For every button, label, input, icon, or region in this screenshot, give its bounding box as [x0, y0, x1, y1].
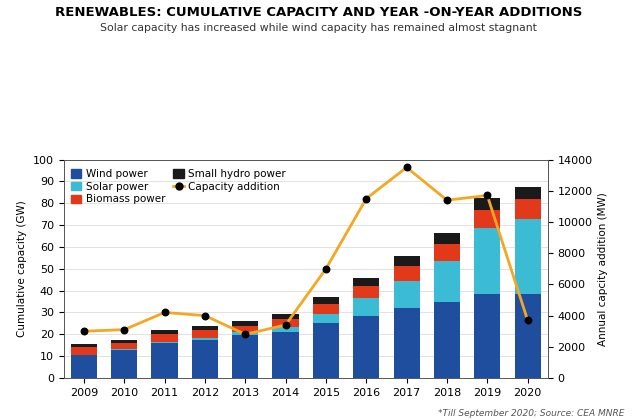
Bar: [111, 349, 138, 378]
Bar: [152, 330, 178, 334]
Bar: [474, 228, 501, 294]
Bar: [232, 332, 259, 336]
Point: [361, 195, 371, 202]
Bar: [273, 314, 299, 319]
Bar: [313, 297, 339, 304]
Point: [522, 317, 533, 324]
Bar: [515, 218, 541, 294]
Bar: [192, 330, 218, 338]
Bar: [313, 323, 339, 378]
Bar: [313, 314, 339, 323]
Point: [240, 331, 250, 338]
Bar: [515, 294, 541, 378]
Bar: [394, 281, 420, 308]
Y-axis label: Annual capcity addition (MW): Annual capcity addition (MW): [598, 192, 608, 346]
Bar: [111, 339, 138, 343]
Bar: [152, 342, 178, 343]
Bar: [71, 347, 97, 355]
Bar: [474, 294, 501, 378]
Bar: [152, 343, 178, 378]
Point: [200, 312, 210, 319]
Point: [280, 322, 290, 328]
Bar: [353, 298, 380, 316]
Point: [79, 328, 89, 335]
Bar: [434, 244, 460, 261]
Bar: [515, 199, 541, 218]
Bar: [394, 308, 420, 378]
Point: [401, 164, 412, 171]
Legend: Wind power, Solar power, Biomass power, Small hydro power, Capacity addition: Wind power, Solar power, Biomass power, …: [69, 167, 288, 206]
Bar: [273, 332, 299, 378]
Point: [159, 309, 169, 316]
Bar: [474, 210, 501, 228]
Point: [482, 192, 492, 199]
Bar: [273, 327, 299, 332]
Bar: [313, 304, 339, 314]
Bar: [434, 233, 460, 244]
Bar: [394, 265, 420, 281]
Bar: [273, 319, 299, 327]
Point: [442, 197, 452, 204]
Bar: [71, 344, 97, 347]
Bar: [192, 340, 218, 378]
Bar: [71, 355, 97, 378]
Bar: [353, 286, 380, 298]
Text: RENEWABLES: CUMULATIVE CAPACITY AND YEAR -ON-YEAR ADDITIONS: RENEWABLES: CUMULATIVE CAPACITY AND YEAR…: [55, 6, 582, 19]
Y-axis label: Cumulative capacity (GW): Cumulative capacity (GW): [17, 200, 27, 337]
Point: [119, 326, 129, 333]
Bar: [474, 198, 501, 210]
Bar: [152, 334, 178, 342]
Bar: [353, 278, 380, 286]
Bar: [232, 336, 259, 378]
Bar: [232, 326, 259, 332]
Bar: [192, 326, 218, 330]
Bar: [111, 343, 138, 349]
Text: *Till September 2020; Source: CEA MNRE: *Till September 2020; Source: CEA MNRE: [438, 409, 624, 418]
Bar: [434, 302, 460, 378]
Bar: [353, 316, 380, 378]
Text: Solar capacity has increased while wind capacity has remained almost stagnant: Solar capacity has increased while wind …: [100, 23, 537, 33]
Bar: [515, 187, 541, 199]
Point: [321, 265, 331, 272]
Bar: [394, 256, 420, 265]
Bar: [232, 321, 259, 326]
Bar: [434, 261, 460, 302]
Bar: [192, 338, 218, 340]
